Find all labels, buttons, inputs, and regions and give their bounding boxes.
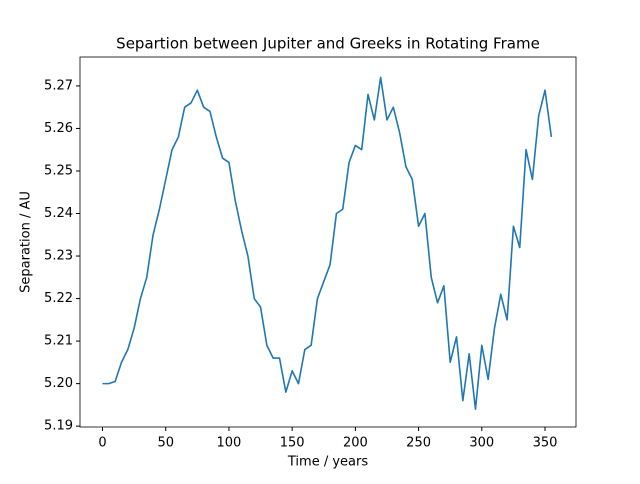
x-tick-label: 200	[343, 436, 368, 451]
y-tick-label: 5.25	[44, 163, 73, 178]
x-axis-label: Time / years	[287, 455, 368, 470]
data-line	[102, 76, 553, 410]
y-tick-label: 5.19	[44, 419, 73, 434]
x-tick-label: 250	[406, 436, 431, 451]
y-tick-label: 5.23	[44, 249, 73, 264]
y-tick-label: 5.22	[44, 291, 73, 306]
chart-title: Separtion between Jupiter and Greeks in …	[116, 35, 540, 53]
x-tick-label: 350	[533, 436, 558, 451]
x-tick-label: 150	[280, 436, 305, 451]
y-axis-label: Separation / AU	[19, 191, 34, 293]
x-tick-label: 300	[469, 436, 494, 451]
y-tick-label: 5.21	[44, 334, 73, 349]
y-tick-label: 5.24	[44, 206, 73, 221]
y-tick-label: 5.26	[44, 121, 73, 136]
x-tick-label: 50	[157, 436, 174, 451]
x-tick-label: 100	[217, 436, 242, 451]
x-tick-label: 0	[98, 436, 106, 451]
plot-frame	[79, 56, 577, 428]
y-tick-label: 5.20	[44, 376, 73, 391]
y-tick-label: 5.27	[44, 78, 73, 93]
